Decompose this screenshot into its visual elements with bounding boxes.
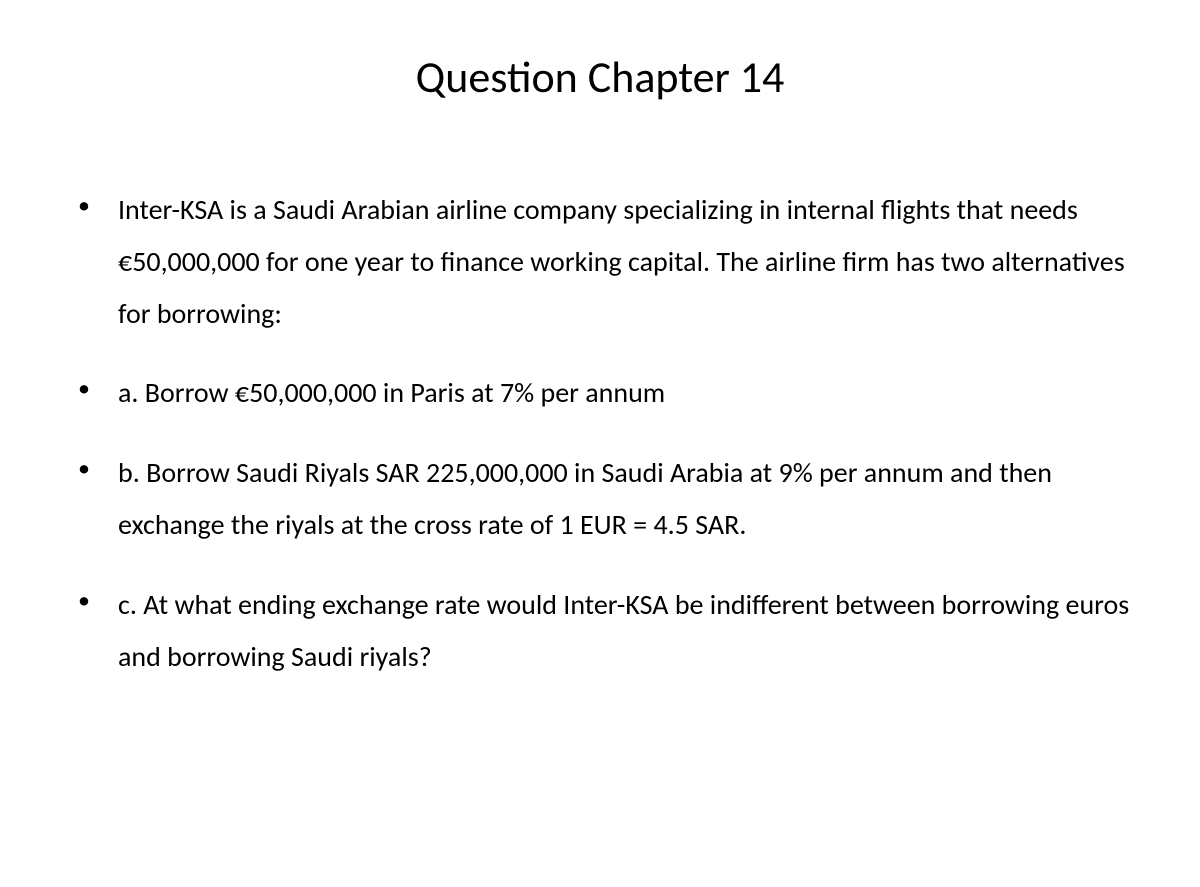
bullet-item: c. At what ending exchange rate would In… — [70, 579, 1140, 683]
bullet-item: Inter-KSA is a Saudi Arabian airline com… — [70, 184, 1140, 339]
bullet-list: Inter-KSA is a Saudi Arabian airline com… — [60, 184, 1140, 682]
bullet-item: a. Borrow €50,000,000 in Paris at 7% per… — [70, 367, 1140, 419]
bullet-item: b. Borrow Saudi Riyals SAR 225,000,000 i… — [70, 447, 1140, 551]
slide-title: Question Chapter 14 — [100, 50, 1100, 104]
